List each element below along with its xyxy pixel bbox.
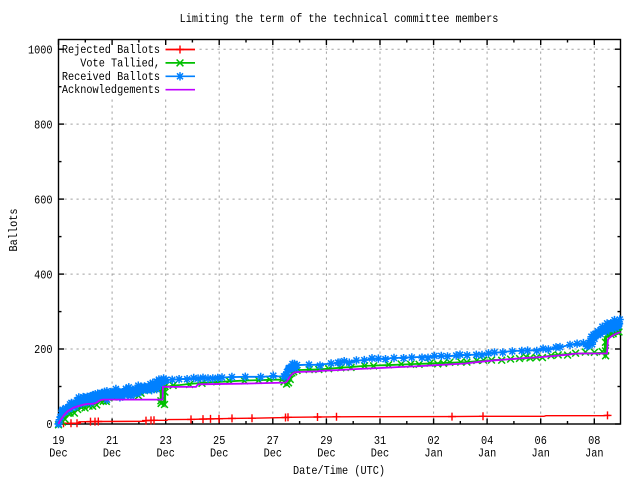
- svg-text:31: 31: [374, 435, 386, 448]
- svg-text:Limiting the term of the techn: Limiting the term of the technical commi…: [180, 13, 499, 26]
- svg-text:02: 02: [427, 435, 439, 448]
- svg-text:Ballots: Ballots: [8, 209, 21, 252]
- svg-text:04: 04: [481, 435, 493, 448]
- svg-text:08: 08: [588, 435, 600, 448]
- svg-text:Dec: Dec: [371, 447, 389, 460]
- svg-text:Dec: Dec: [210, 447, 228, 460]
- svg-text:Acknowledgements: Acknowledgements: [62, 84, 160, 97]
- svg-text:Dec: Dec: [264, 447, 282, 460]
- svg-text:0: 0: [46, 419, 52, 432]
- svg-text:800: 800: [34, 119, 52, 132]
- svg-text:25: 25: [213, 435, 225, 448]
- svg-text:Date/Time (UTC): Date/Time (UTC): [293, 465, 385, 478]
- svg-text:Jan: Jan: [585, 447, 603, 460]
- svg-text:200: 200: [34, 344, 52, 357]
- svg-text:Rejected Ballots: Rejected Ballots: [62, 44, 160, 57]
- svg-text:23: 23: [160, 435, 172, 448]
- svg-text:Jan: Jan: [424, 447, 442, 460]
- svg-text:06: 06: [535, 435, 547, 448]
- svg-text:19: 19: [52, 435, 64, 448]
- svg-text:Jan: Jan: [478, 447, 496, 460]
- svg-text:27: 27: [267, 435, 279, 448]
- svg-text:400: 400: [34, 269, 52, 282]
- svg-text:600: 600: [34, 194, 52, 207]
- svg-text:Jan: Jan: [532, 447, 550, 460]
- svg-text:Dec: Dec: [157, 447, 175, 460]
- svg-text:Vote Tallied,: Vote Tallied,: [80, 57, 160, 70]
- svg-text:1000: 1000: [28, 44, 53, 57]
- svg-text:Dec: Dec: [49, 447, 67, 460]
- svg-text:Dec: Dec: [103, 447, 121, 460]
- svg-text:Dec: Dec: [317, 447, 335, 460]
- svg-text:29: 29: [320, 435, 332, 448]
- svg-text:Received Ballots: Received Ballots: [62, 71, 160, 84]
- svg-text:21: 21: [106, 435, 118, 448]
